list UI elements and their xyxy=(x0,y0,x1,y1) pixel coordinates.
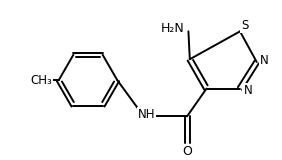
Text: H₂N: H₂N xyxy=(161,22,185,35)
Text: NH: NH xyxy=(138,108,155,121)
Text: N: N xyxy=(243,84,252,97)
Text: CH₃: CH₃ xyxy=(30,74,52,87)
Text: S: S xyxy=(241,19,249,32)
Text: O: O xyxy=(182,145,192,158)
Text: N: N xyxy=(260,54,269,67)
